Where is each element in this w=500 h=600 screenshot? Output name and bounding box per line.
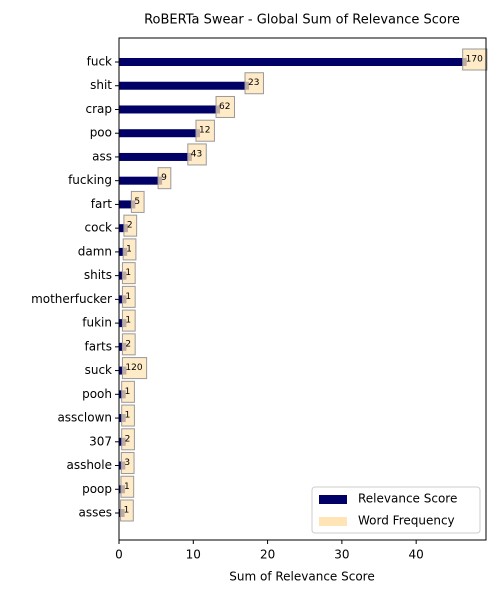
y-tick-label: cock xyxy=(85,221,113,235)
frequency-label: 120 xyxy=(125,363,142,373)
legend-label: Word Frequency xyxy=(358,514,455,528)
y-tick-label: ass xyxy=(92,149,112,163)
y-tick-label: fart xyxy=(91,197,113,211)
frequency-label-box xyxy=(157,167,172,190)
frequency-label: 1 xyxy=(126,244,132,254)
frequency-label: 5 xyxy=(134,197,140,207)
frequency-label: 170 xyxy=(466,55,483,65)
x-tick-label: 30 xyxy=(334,548,349,562)
frequency-label: 1 xyxy=(125,316,131,326)
bar xyxy=(119,152,192,161)
y-tick-label: shits xyxy=(84,268,112,282)
frequency-label-box xyxy=(244,72,264,95)
y-tick-label: poo xyxy=(90,126,112,140)
y-tick-label: damn xyxy=(78,244,112,258)
y-tick-label: farts xyxy=(85,339,112,353)
bar xyxy=(119,129,200,138)
bar xyxy=(119,81,250,90)
chart-title: RoBERTa Swear - Global Sum of Relevance … xyxy=(144,13,460,28)
frequency-label-box xyxy=(120,499,134,522)
frequency-label-box xyxy=(187,143,207,166)
frequency-label: 3 xyxy=(124,458,130,468)
y-tick-label: asshole xyxy=(66,458,112,472)
frequency-label: 9 xyxy=(161,173,167,183)
frequency-label-box xyxy=(121,404,135,427)
y-tick-label: 307 xyxy=(89,434,112,448)
y-tick-label: crap xyxy=(85,102,112,116)
frequency-label: 1 xyxy=(124,482,130,492)
y-tick-label: poop xyxy=(82,482,112,496)
x-tick-label: 40 xyxy=(409,548,424,562)
bar xyxy=(119,105,221,114)
x-tick-label: 0 xyxy=(115,548,123,562)
y-tick-label: asses xyxy=(79,506,113,520)
x-tick-label: 20 xyxy=(260,548,275,562)
frequency-label-box xyxy=(123,214,138,237)
y-tick-label: fukin xyxy=(82,316,112,330)
frequency-label-box xyxy=(121,357,148,380)
frequency-label-box xyxy=(215,95,235,118)
frequency-label-box xyxy=(121,262,136,285)
frequency-label: 1 xyxy=(125,411,131,421)
y-tick-label: suck xyxy=(85,363,112,377)
y-tick-label: assclown xyxy=(57,411,112,425)
frequency-label-box xyxy=(462,48,488,71)
frequency-label-box xyxy=(121,428,135,451)
frequency-label-box xyxy=(121,333,136,356)
frequency-label: 2 xyxy=(125,339,131,349)
frequency-label-box xyxy=(121,285,136,308)
frequency-label-box xyxy=(121,380,135,403)
frequency-label-box xyxy=(195,119,215,142)
frequency-label-box xyxy=(130,190,145,213)
frequency-label-box xyxy=(122,238,137,261)
frequency-label: 23 xyxy=(248,78,259,88)
bar xyxy=(119,200,136,209)
legend-swatch xyxy=(319,495,347,504)
plot-frame xyxy=(118,37,487,541)
frequency-label: 1 xyxy=(125,387,131,397)
x-axis-label: Sum of Relevance Score xyxy=(229,570,374,584)
frequency-label: 1 xyxy=(124,506,130,516)
y-tick-label: pooh xyxy=(82,387,112,401)
frequency-label: 43 xyxy=(191,149,202,159)
bar xyxy=(119,58,467,66)
frequency-label: 1 xyxy=(125,292,131,302)
x-tick-label: 10 xyxy=(186,548,201,562)
y-tick-label: fuck xyxy=(87,55,112,69)
frequency-label-box xyxy=(120,475,135,498)
legend-box xyxy=(311,486,481,534)
frequency-label-box xyxy=(121,309,136,332)
y-tick-label: shit xyxy=(90,78,112,92)
y-tick-label: motherfucker xyxy=(31,292,112,306)
frequency-label: 1 xyxy=(125,268,131,278)
frequency-label: 2 xyxy=(127,221,133,231)
frequency-label-box xyxy=(120,452,135,475)
bar xyxy=(119,176,163,185)
frequency-label: 62 xyxy=(219,102,230,112)
legend-swatch xyxy=(319,517,347,526)
legend-label: Relevance Score xyxy=(358,492,457,506)
frequency-label: 2 xyxy=(125,434,131,444)
frequency-label: 12 xyxy=(199,126,210,136)
y-tick-label: fucking xyxy=(68,173,112,187)
